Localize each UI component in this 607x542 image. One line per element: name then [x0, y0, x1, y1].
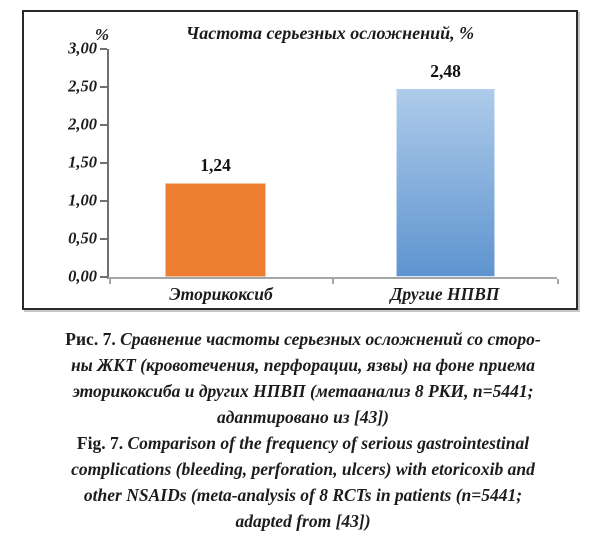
caption-en-line-4: adapted from [43]) — [235, 511, 371, 531]
y-tick-mark — [100, 199, 107, 202]
figure-caption: Рис. 7. Сравнение частоты серьезных осло… — [14, 326, 592, 534]
chart-title: Частота серьезных осложнений, % — [185, 23, 475, 43]
bar-value-label: 2,48 — [430, 60, 461, 81]
caption-ru-line-4: адаптировано из [43]) — [217, 407, 389, 427]
x-category-label-etoricoxib: Эторикоксиб — [169, 284, 273, 304]
y-tick-mark — [100, 238, 107, 240]
bar-chart: Частота серьезных осложнений, % % 3,00 2… — [22, 10, 578, 310]
y-tick-mark — [100, 162, 107, 164]
x-tick-mark — [332, 279, 334, 284]
caption-ru-line-1: Рис. 7. Сравнение частоты серьезных осло… — [65, 329, 541, 349]
bar-value-label: 1,24 — [200, 154, 231, 175]
y-tick-label: 0,50 — [68, 228, 97, 248]
y-tick-label: 1,00 — [68, 190, 97, 210]
caption-en-prefix: Fig. 7. — [76, 433, 124, 453]
x-tick-mark — [109, 279, 111, 284]
caption-ru-prefix: Рис. 7. — [65, 329, 116, 349]
x-tick-mark — [557, 279, 559, 284]
y-tick-label: 0,00 — [68, 266, 97, 286]
caption-ru-line-2: ны ЖКТ (кровотечения, перфорации, язвы) … — [70, 355, 536, 375]
y-tick-mark — [100, 276, 107, 278]
y-axis-unit-label: % — [94, 25, 110, 44]
caption-en-line-1: Fig. 7. Comparison of the frequency of s… — [76, 433, 530, 453]
caption-en-line-3: other NSAIDs (meta-analysis of 8 RCTs in… — [83, 485, 523, 505]
y-tick-label: 2,00 — [68, 114, 97, 134]
caption-ru-line-3: эторикоксиба и других НПВП (метаанализ 8… — [72, 381, 534, 401]
bar-etoricoxib — [165, 182, 266, 277]
y-tick-label: 2,50 — [68, 76, 97, 96]
y-tick-mark — [100, 85, 107, 88]
plot-area: 3,00 2,50 2,00 1,50 1,00 0,50 0,00 1,24 … — [68, 39, 559, 304]
x-category-label-other-nsaids: Другие НПВП — [390, 284, 500, 304]
y-tick-mark — [100, 48, 107, 50]
y-tick-label: 1,50 — [68, 152, 97, 172]
y-tick-mark — [100, 123, 107, 126]
y-tick-label: 3,00 — [68, 38, 97, 58]
bar-other-nsaids — [396, 88, 495, 277]
caption-en-line-2: complications (bleeding, perforation, ul… — [71, 459, 535, 479]
